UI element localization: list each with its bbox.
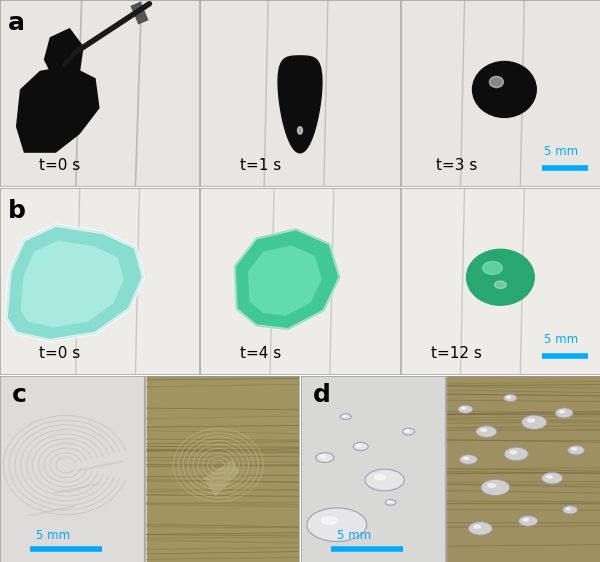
Polygon shape [278, 56, 322, 153]
Ellipse shape [555, 408, 573, 418]
Ellipse shape [521, 415, 547, 429]
Ellipse shape [527, 419, 535, 422]
Text: t=3 s: t=3 s [436, 158, 477, 173]
Ellipse shape [547, 475, 553, 478]
Ellipse shape [572, 448, 576, 450]
Ellipse shape [503, 395, 517, 402]
Ellipse shape [385, 500, 396, 505]
Ellipse shape [494, 281, 506, 288]
Ellipse shape [316, 453, 334, 463]
Ellipse shape [566, 508, 570, 510]
Polygon shape [16, 65, 100, 153]
Text: t=1 s: t=1 s [239, 158, 281, 173]
Bar [146, 375, 299, 562]
Ellipse shape [461, 407, 466, 409]
Ellipse shape [460, 455, 478, 464]
Ellipse shape [476, 426, 497, 437]
Text: c: c [12, 383, 27, 407]
Ellipse shape [343, 415, 346, 416]
Text: 5 mm: 5 mm [544, 333, 578, 346]
Text: t=12 s: t=12 s [431, 346, 482, 361]
Text: d: d [313, 383, 331, 407]
Bar [0, 375, 143, 562]
Bar [448, 375, 600, 562]
Ellipse shape [365, 469, 404, 491]
Ellipse shape [374, 475, 385, 480]
Ellipse shape [518, 516, 538, 526]
Ellipse shape [482, 261, 502, 274]
Ellipse shape [406, 430, 409, 432]
Ellipse shape [474, 525, 481, 528]
Polygon shape [248, 246, 322, 316]
Bar [301, 375, 445, 562]
Ellipse shape [488, 484, 496, 487]
Polygon shape [44, 28, 83, 84]
Ellipse shape [321, 517, 338, 524]
Ellipse shape [542, 473, 563, 484]
Ellipse shape [481, 479, 509, 496]
Polygon shape [20, 241, 124, 327]
Ellipse shape [388, 501, 391, 502]
Text: t=4 s: t=4 s [239, 346, 281, 361]
Ellipse shape [307, 508, 367, 542]
Polygon shape [203, 460, 239, 497]
Ellipse shape [490, 76, 503, 88]
Ellipse shape [353, 442, 368, 451]
Ellipse shape [298, 126, 302, 134]
Ellipse shape [523, 519, 529, 521]
Ellipse shape [357, 445, 361, 446]
Ellipse shape [507, 396, 511, 398]
Ellipse shape [403, 428, 415, 435]
Polygon shape [6, 225, 143, 341]
Text: t=0 s: t=0 s [39, 158, 80, 173]
Ellipse shape [510, 451, 517, 454]
Ellipse shape [504, 447, 528, 461]
Ellipse shape [473, 61, 536, 117]
Text: 5 mm: 5 mm [36, 528, 70, 542]
Text: 5 mm: 5 mm [544, 146, 578, 158]
Text: t=0 s: t=0 s [39, 346, 80, 361]
Ellipse shape [481, 429, 487, 432]
Ellipse shape [469, 522, 493, 535]
Text: b: b [8, 199, 26, 223]
Ellipse shape [464, 457, 469, 459]
Ellipse shape [340, 414, 351, 419]
Ellipse shape [320, 455, 325, 457]
Ellipse shape [458, 405, 473, 413]
Ellipse shape [467, 250, 534, 305]
Ellipse shape [568, 446, 584, 455]
Text: a: a [8, 11, 25, 35]
Text: 5 mm: 5 mm [337, 528, 371, 542]
Ellipse shape [559, 410, 565, 413]
Polygon shape [234, 229, 340, 329]
Ellipse shape [563, 506, 578, 514]
